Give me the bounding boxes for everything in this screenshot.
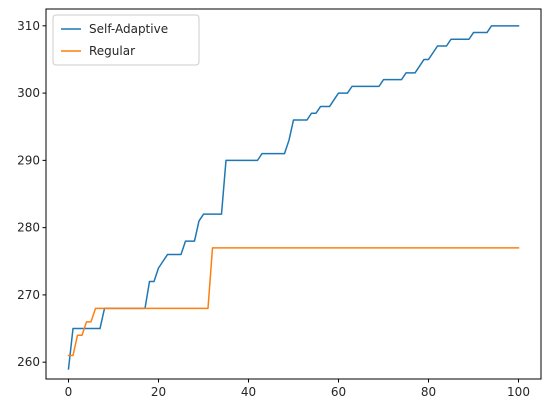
y-tick-label: 270 xyxy=(17,288,40,302)
x-axis-ticks: 0 20 40 60 80 100 xyxy=(65,379,530,399)
y-axis-ticks: 260 270 280 290 300 310 xyxy=(17,19,46,369)
x-tick-label: 80 xyxy=(421,385,436,399)
x-tick-label: 100 xyxy=(507,385,530,399)
y-tick-label: 290 xyxy=(17,153,40,167)
y-tick-label: 300 xyxy=(17,86,40,100)
x-tick-label: 40 xyxy=(241,385,256,399)
legend-label: Self-Adaptive xyxy=(89,22,168,36)
x-tick-label: 20 xyxy=(151,385,166,399)
y-tick-label: 280 xyxy=(17,221,40,235)
x-tick-label: 0 xyxy=(65,385,73,399)
y-tick-label: 310 xyxy=(17,19,40,33)
legend-box xyxy=(52,14,200,66)
series-lines xyxy=(67,25,520,370)
legend: Self-Adaptive Regular xyxy=(52,14,200,66)
legend-label: Regular xyxy=(89,44,135,58)
x-tick-label: 60 xyxy=(331,385,346,399)
axes-frame xyxy=(45,8,542,380)
y-tick-label: 260 xyxy=(17,355,40,369)
series-line-regular xyxy=(67,247,520,357)
